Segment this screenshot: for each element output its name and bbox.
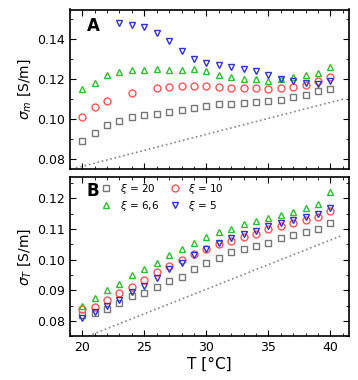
Text: B: B bbox=[87, 182, 99, 200]
Text: A: A bbox=[87, 17, 100, 35]
X-axis label: T [°C]: T [°C] bbox=[187, 357, 232, 372]
Y-axis label: $\sigma_m$ [S/m]: $\sigma_m$ [S/m] bbox=[16, 58, 33, 120]
Legend: $\xi$ = 20, $\xi$ = 6,6, $\xi$ = 10, $\xi$ = 5: $\xi$ = 20, $\xi$ = 6,6, $\xi$ = 10, $\x… bbox=[96, 182, 224, 213]
Y-axis label: $\sigma_T$ [S/m]: $\sigma_T$ [S/m] bbox=[16, 228, 33, 286]
